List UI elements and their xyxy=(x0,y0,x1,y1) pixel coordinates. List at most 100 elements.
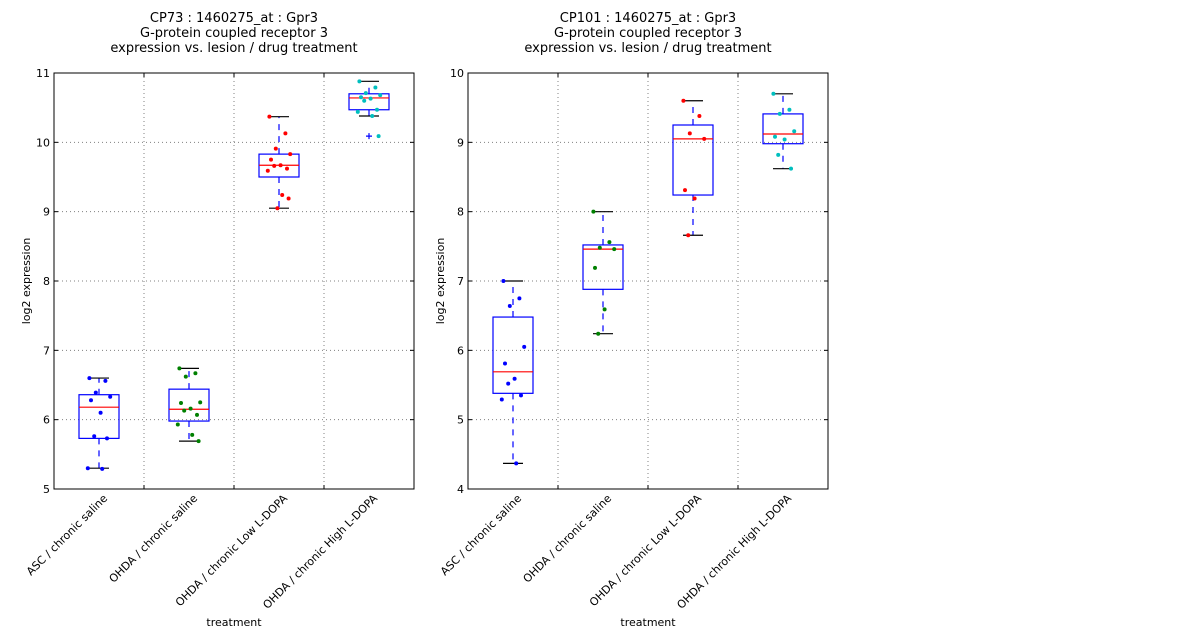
data-point xyxy=(792,129,797,134)
y-tick-label: 11 xyxy=(36,67,50,80)
data-point xyxy=(198,400,203,405)
data-point xyxy=(275,206,280,211)
box-group-1 xyxy=(492,279,534,466)
y-tick-label: 9 xyxy=(43,206,50,219)
y-axis-label: log2 expression xyxy=(434,238,447,325)
data-point xyxy=(195,412,199,417)
box-iqr xyxy=(582,244,624,290)
box-group-1 xyxy=(78,376,120,471)
data-point xyxy=(98,410,103,415)
data-point xyxy=(506,381,511,386)
data-point xyxy=(92,434,97,439)
data-point xyxy=(787,107,792,112)
data-point xyxy=(503,361,507,366)
data-point xyxy=(697,113,702,118)
data-point xyxy=(105,436,109,441)
data-point xyxy=(597,245,602,250)
data-point xyxy=(363,91,368,96)
grid xyxy=(54,73,414,489)
data-point xyxy=(512,376,517,381)
data-point xyxy=(370,113,375,118)
data-point xyxy=(285,166,289,171)
y-tick-label: 8 xyxy=(43,275,50,288)
y-tick-label: 7 xyxy=(43,344,50,357)
data-point xyxy=(519,393,523,398)
data-point xyxy=(593,265,597,270)
data-point xyxy=(108,394,113,399)
data-point xyxy=(177,366,182,371)
data-point xyxy=(612,247,617,252)
chart-title-line-3: expression vs. lesion / drug treatment xyxy=(110,41,357,56)
data-point xyxy=(591,209,596,214)
y-tick-label: 10 xyxy=(36,136,50,149)
data-point xyxy=(376,134,381,139)
box-group-2 xyxy=(168,366,210,444)
data-point xyxy=(265,168,270,173)
data-point xyxy=(375,107,379,112)
y-tick-label: 7 xyxy=(457,275,464,288)
data-point xyxy=(193,371,198,376)
data-point xyxy=(175,422,180,427)
box-group-3 xyxy=(258,114,300,211)
data-point xyxy=(87,376,92,381)
data-point xyxy=(283,131,288,136)
data-point xyxy=(681,98,686,103)
y-tick-label: 5 xyxy=(43,483,50,496)
data-point xyxy=(683,188,687,193)
data-point xyxy=(100,466,105,471)
data-point xyxy=(183,374,188,379)
chart-title-line-1: CP101 : 1460275_at : Gpr3 xyxy=(560,11,736,26)
data-point xyxy=(272,163,277,168)
data-point xyxy=(499,397,504,402)
grid xyxy=(468,73,828,489)
x-axis-label: treatment xyxy=(206,616,262,629)
data-point xyxy=(362,98,367,103)
data-point xyxy=(278,163,283,168)
data-point xyxy=(288,152,293,157)
y-tick-label: 9 xyxy=(457,136,464,149)
y-tick-label: 6 xyxy=(43,414,50,427)
y-axis-ticks: 4 5 6 7 8 9 10 xyxy=(450,67,828,496)
chart-title-line-2: G-protein coupled receptor 3 xyxy=(140,26,328,41)
y-tick-label: 10 xyxy=(450,67,464,80)
box-iqr xyxy=(762,113,804,145)
data-point xyxy=(514,461,519,466)
chart-title-line-1: CP73 : 1460275_at : Gpr3 xyxy=(150,11,318,26)
data-point xyxy=(267,114,272,119)
data-point xyxy=(378,93,383,98)
data-point xyxy=(269,157,273,162)
data-point xyxy=(273,146,278,151)
data-point xyxy=(103,378,108,383)
box-group-2 xyxy=(582,209,624,336)
data-point xyxy=(777,111,782,116)
y-tick-label: 4 xyxy=(457,483,464,496)
data-point xyxy=(522,344,527,349)
chart-title-line-3: expression vs. lesion / drug treatment xyxy=(524,41,771,56)
data-point xyxy=(501,279,506,283)
data-point xyxy=(602,307,607,312)
data-point xyxy=(373,85,378,90)
data-point xyxy=(776,152,781,157)
box-group-4 xyxy=(348,79,390,140)
data-point xyxy=(182,408,187,413)
data-point xyxy=(702,136,707,141)
data-point xyxy=(85,466,90,471)
outlier-marker xyxy=(366,133,372,140)
data-point xyxy=(89,398,93,403)
data-point xyxy=(692,196,697,201)
data-point xyxy=(686,233,691,238)
data-point xyxy=(188,406,193,411)
box-iqr xyxy=(168,388,210,422)
data-point xyxy=(517,296,522,301)
boxplots xyxy=(492,91,804,466)
data-point xyxy=(286,196,291,201)
data-point xyxy=(190,432,195,437)
data-point xyxy=(368,96,373,101)
data-point xyxy=(771,91,776,96)
box-iqr xyxy=(348,93,390,111)
data-point xyxy=(687,131,692,136)
box-group-3 xyxy=(672,98,714,238)
box-iqr xyxy=(492,316,534,394)
